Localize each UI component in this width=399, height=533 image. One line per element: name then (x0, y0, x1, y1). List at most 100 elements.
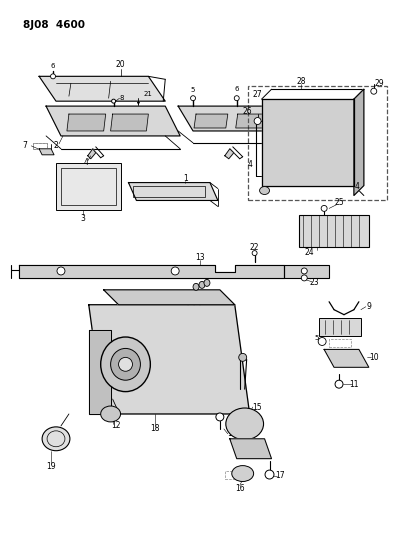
Circle shape (252, 251, 257, 256)
Text: 27: 27 (253, 90, 263, 99)
Circle shape (57, 267, 65, 275)
Polygon shape (104, 290, 235, 305)
Text: 25: 25 (334, 198, 344, 207)
Text: 5: 5 (191, 87, 195, 93)
Bar (133, 185, 205, 198)
Text: 9: 9 (366, 302, 371, 311)
Text: 6: 6 (51, 63, 55, 69)
Bar (284, 265, 329, 278)
Text: 4: 4 (247, 160, 252, 169)
Bar (311, 121, 325, 151)
Text: 8J08  4600: 8J08 4600 (23, 20, 85, 30)
Text: 16: 16 (235, 484, 245, 493)
Polygon shape (354, 89, 364, 196)
Text: 1: 1 (183, 174, 188, 183)
Circle shape (112, 99, 116, 103)
Ellipse shape (42, 427, 70, 451)
Bar (33, 143, 47, 149)
Polygon shape (39, 76, 165, 101)
Text: 17: 17 (276, 471, 285, 480)
Polygon shape (46, 106, 180, 136)
Text: 15: 15 (252, 402, 261, 411)
Text: 21: 21 (144, 91, 153, 97)
Circle shape (216, 413, 224, 421)
Text: 14: 14 (227, 429, 237, 438)
Ellipse shape (199, 281, 205, 288)
Polygon shape (230, 439, 271, 459)
Bar (33, 143, 47, 149)
Bar (225, 471, 243, 479)
Bar (61, 168, 116, 205)
Text: 11: 11 (349, 379, 359, 389)
Polygon shape (194, 114, 228, 128)
Ellipse shape (239, 353, 247, 361)
Ellipse shape (111, 349, 140, 380)
Ellipse shape (226, 408, 264, 440)
Circle shape (301, 268, 307, 274)
Circle shape (171, 267, 179, 275)
Ellipse shape (119, 357, 132, 372)
Ellipse shape (193, 284, 199, 290)
Polygon shape (128, 183, 218, 200)
Ellipse shape (204, 279, 210, 286)
Bar (279, 143, 292, 149)
Text: 26: 26 (243, 107, 253, 116)
Ellipse shape (260, 187, 269, 195)
Polygon shape (236, 114, 269, 128)
Bar (96, 401, 114, 407)
Text: 12: 12 (111, 422, 120, 430)
Ellipse shape (101, 337, 150, 392)
Polygon shape (67, 114, 106, 131)
Text: 13: 13 (195, 253, 205, 262)
Text: 4: 4 (354, 182, 359, 191)
Circle shape (234, 96, 239, 101)
Bar (299, 215, 369, 247)
Polygon shape (284, 149, 297, 155)
Circle shape (265, 470, 274, 479)
Bar (248, 86, 387, 200)
Circle shape (321, 205, 327, 212)
Bar (289, 121, 303, 151)
Circle shape (254, 118, 261, 125)
Text: 6: 6 (235, 86, 239, 92)
Circle shape (335, 380, 343, 388)
Polygon shape (89, 305, 250, 414)
Bar (56, 163, 120, 211)
Polygon shape (89, 329, 111, 414)
Text: 18: 18 (150, 424, 160, 433)
Polygon shape (178, 106, 294, 131)
Text: 20: 20 (116, 60, 125, 69)
Bar (333, 121, 347, 151)
Text: 24: 24 (304, 248, 314, 256)
Polygon shape (19, 265, 284, 278)
Text: 10: 10 (369, 353, 379, 362)
Text: 5: 5 (314, 335, 318, 341)
Ellipse shape (232, 466, 254, 481)
Bar (329, 340, 351, 348)
Text: 22: 22 (250, 243, 259, 252)
Bar (319, 318, 361, 335)
Text: 19: 19 (46, 462, 56, 471)
Circle shape (51, 74, 55, 79)
Bar (267, 121, 281, 151)
Text: 2: 2 (53, 141, 58, 150)
Text: 23: 23 (309, 278, 319, 287)
Ellipse shape (101, 406, 120, 422)
Polygon shape (262, 99, 354, 185)
Text: 7: 7 (23, 141, 28, 150)
Bar (279, 143, 292, 149)
Text: 28: 28 (296, 77, 306, 86)
Text: 7: 7 (295, 141, 300, 150)
Polygon shape (88, 149, 96, 159)
Circle shape (318, 337, 326, 345)
Circle shape (191, 96, 196, 101)
Polygon shape (225, 149, 234, 159)
Circle shape (301, 275, 307, 281)
Text: 8: 8 (119, 95, 124, 101)
Text: 3: 3 (80, 214, 85, 223)
Text: 4: 4 (83, 158, 88, 167)
Text: 29: 29 (375, 79, 385, 88)
Polygon shape (111, 114, 148, 131)
Polygon shape (324, 350, 369, 367)
Polygon shape (39, 149, 54, 155)
